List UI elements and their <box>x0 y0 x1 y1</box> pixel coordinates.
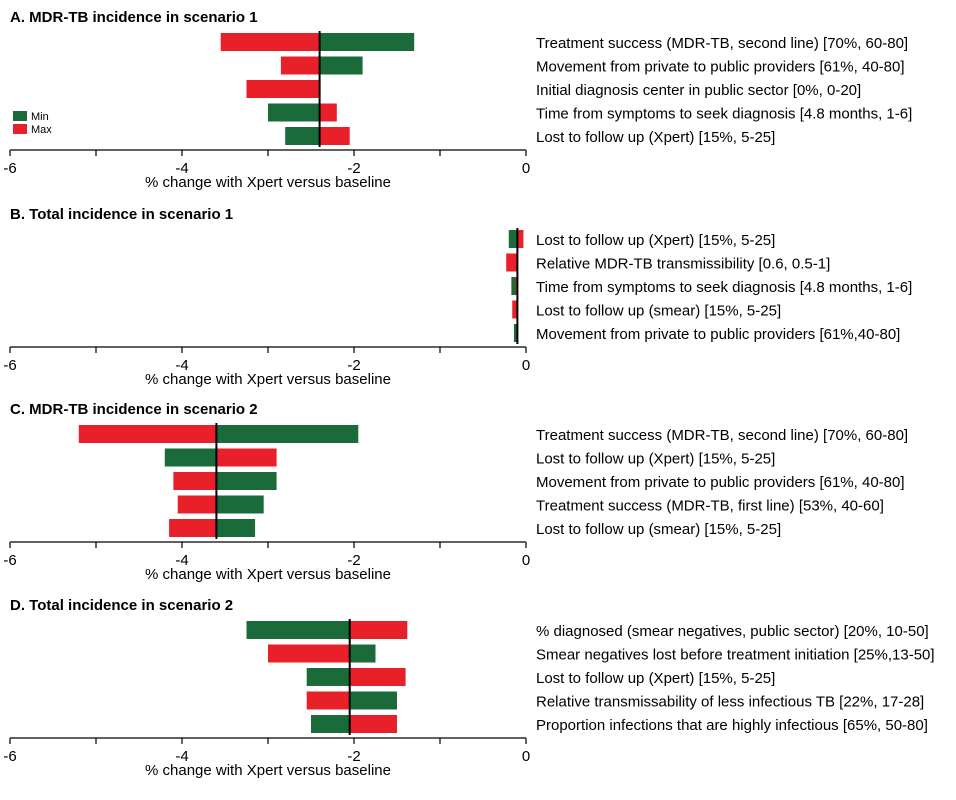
parameter-label: Treatment success (MDR-TB, first line) [… <box>536 498 884 515</box>
x-tick-label: -6 <box>3 552 16 569</box>
x-tick-label: 0 <box>522 160 530 177</box>
bar-max <box>517 230 524 248</box>
bar-min <box>319 33 415 51</box>
bar-min <box>319 56 363 75</box>
bar-min <box>311 715 350 733</box>
parameter-label: Time from symptoms to seek diagnosis [4.… <box>536 106 912 123</box>
parameter-label: Relative transmissability of less infect… <box>536 694 924 711</box>
legend-swatch-max <box>13 124 27 134</box>
x-tick-label: -2 <box>347 357 360 374</box>
x-axis-title: % change with Xpert versus baseline <box>145 174 391 191</box>
bar-max <box>246 80 320 98</box>
bar-max <box>177 495 217 514</box>
bar-max <box>319 103 337 122</box>
bar-min <box>216 425 359 443</box>
bar-min <box>349 644 376 663</box>
bar-min <box>511 277 518 295</box>
x-tick-label: -2 <box>347 160 360 177</box>
bar-max <box>349 668 406 686</box>
bar-max <box>169 519 217 537</box>
bar-max <box>173 472 217 490</box>
x-tick-label: -6 <box>3 160 16 177</box>
x-tick-label: 0 <box>522 552 530 569</box>
x-tick-label: -4 <box>175 357 188 374</box>
parameter-label: Lost to follow up (smear) [15%, 5-25] <box>536 303 781 320</box>
x-tick-label: 0 <box>522 748 530 765</box>
bar-min <box>216 519 256 537</box>
parameter-label: Relative MDR-TB transmissibility [0.6, 0… <box>536 256 830 273</box>
x-axis-title: % change with Xpert versus baseline <box>145 762 391 779</box>
bar-min <box>349 691 397 710</box>
bar-min <box>513 324 518 342</box>
parameter-label: Treatment success (MDR-TB, second line) … <box>536 427 908 444</box>
parameter-label: Movement from private to public provider… <box>536 326 900 343</box>
bar-max <box>216 448 277 467</box>
parameter-label: Treatment success (MDR-TB, second line) … <box>536 35 908 52</box>
x-tick-label: -4 <box>175 748 188 765</box>
bar-min <box>268 103 320 122</box>
bar-min <box>216 495 264 514</box>
bar-max <box>220 33 320 51</box>
parameter-label: Lost to follow up (Xpert) [15%, 5-25] <box>536 451 775 468</box>
panel-title: B. Total incidence in scenario 1 <box>10 206 233 223</box>
panel-title: C. MDR-TB incidence in scenario 2 <box>10 401 258 418</box>
legend-label-min: Min <box>31 111 49 123</box>
parameter-label: Lost to follow up (Xpert) [15%, 5-25] <box>536 232 775 249</box>
bar-max <box>306 691 350 710</box>
parameter-label: Movement from private to public provider… <box>536 474 905 491</box>
parameter-label: Movement from private to public provider… <box>536 59 905 76</box>
x-axis-title: % change with Xpert versus baseline <box>145 371 391 388</box>
legend-label-max: Max <box>31 124 52 136</box>
bar-max <box>78 425 217 443</box>
bar-min <box>216 472 277 490</box>
bar-max <box>349 621 408 639</box>
bar-min <box>164 448 217 467</box>
parameter-label: Lost to follow up (Xpert) [15%, 5-25] <box>536 129 775 146</box>
panel-title: D. Total incidence in scenario 2 <box>10 597 233 614</box>
x-tick-label: -2 <box>347 748 360 765</box>
parameter-label: Time from symptoms to seek diagnosis [4.… <box>536 279 912 296</box>
bar-max <box>268 644 350 663</box>
x-tick-label: -6 <box>3 748 16 765</box>
x-tick-label: -4 <box>175 160 188 177</box>
bar-max <box>319 127 350 145</box>
parameter-label: Smear negatives lost before treatment in… <box>536 647 935 664</box>
parameter-label: Lost to follow up (smear) [15%, 5-25] <box>536 521 781 538</box>
x-axis-title: % change with Xpert versus baseline <box>145 566 391 583</box>
bar-max <box>506 253 518 272</box>
panel-title: A. MDR-TB incidence in scenario 1 <box>10 9 258 26</box>
x-tick-label: 0 <box>522 357 530 374</box>
bar-min <box>285 127 320 145</box>
parameter-label: Proportion infections that are highly in… <box>536 717 928 734</box>
x-tick-label: -4 <box>175 552 188 569</box>
x-tick-label: -6 <box>3 357 16 374</box>
bar-max <box>349 715 397 733</box>
parameter-label: % diagnosed (smear negatives, public sec… <box>536 623 929 640</box>
parameter-label: Initial diagnosis center in public secto… <box>536 82 861 99</box>
x-tick-label: -2 <box>347 552 360 569</box>
legend-swatch-min <box>13 111 27 121</box>
bar-min <box>306 668 350 686</box>
bar-max <box>512 300 518 319</box>
parameter-label: Lost to follow up (Xpert) [15%, 5-25] <box>536 670 775 687</box>
bar-min <box>508 230 518 248</box>
bar-max <box>280 56 320 75</box>
bar-min <box>246 621 350 639</box>
